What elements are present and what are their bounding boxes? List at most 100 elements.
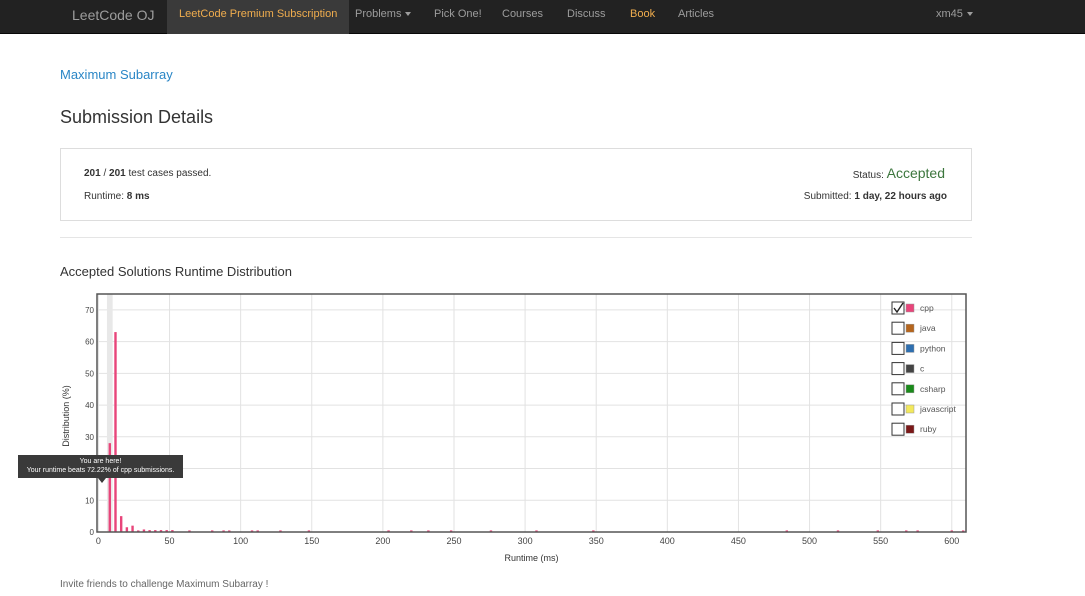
- nav-discuss-link[interactable]: Discuss: [567, 8, 606, 20]
- chart-bar: [427, 530, 430, 532]
- x-tick-label: 600: [944, 536, 959, 546]
- y-tick-label: 30: [85, 433, 94, 442]
- total-count: 201: [109, 168, 126, 179]
- runtime-highlight-band: [106, 294, 113, 532]
- x-tick-label: 150: [304, 536, 319, 546]
- legend-swatch: [905, 384, 915, 394]
- tooltip-line1: You are here!: [79, 458, 122, 465]
- user-name: xm45: [936, 8, 963, 20]
- chart-bar: [154, 530, 157, 532]
- legend-swatch: [905, 344, 915, 353]
- legend-label: python: [920, 343, 946, 353]
- runtime-label: Runtime:: [84, 191, 127, 202]
- plot-frame: [96, 293, 967, 533]
- y-tick-label: 50: [85, 369, 94, 378]
- chart-bar: [905, 530, 908, 532]
- legend-checkbox: [891, 341, 905, 355]
- user-menu-dropdown[interactable]: xm45: [936, 0, 973, 34]
- chevron-down-icon: [405, 12, 412, 17]
- status-value: Accepted: [886, 165, 945, 181]
- legend-swatch: [905, 424, 915, 434]
- chart-bar: [228, 530, 231, 532]
- invite-friends-note: Invite friends to challenge Maximum Suba…: [60, 579, 269, 590]
- x-tick-label: 200: [375, 536, 390, 546]
- submitted-value: 1 day, 22 hours ago: [854, 191, 947, 202]
- chart-bar: [188, 530, 191, 532]
- chart-bar: [785, 530, 788, 532]
- nav-book-link[interactable]: Book: [630, 8, 656, 20]
- legend-label: javascript: [919, 404, 957, 414]
- y-tick-label: 60: [85, 338, 94, 347]
- y-axis-label: Distribution (%): [61, 385, 71, 447]
- legend-label: cpp: [920, 303, 934, 313]
- nav-problems-dropdown[interactable]: Problems: [355, 0, 412, 34]
- chart-bar: [142, 529, 146, 532]
- chart-bar: [489, 530, 493, 532]
- x-tick-label: 300: [518, 536, 533, 546]
- legend-swatch: [905, 364, 915, 373]
- chart-bar: [137, 530, 140, 532]
- passed-suffix: test cases passed.: [125, 168, 212, 179]
- legend-checkbox: [891, 382, 905, 396]
- nav-pick-one-link[interactable]: Pick One!: [434, 8, 482, 20]
- passed-slash: /: [100, 168, 110, 179]
- top-navbar: LeetCode OJ LeetCode Premium Subscriptio…: [0, 0, 1085, 34]
- chart-bar: [410, 530, 413, 532]
- y-tick-label: 10: [85, 496, 94, 505]
- x-tick-label: 500: [802, 536, 817, 546]
- chart-bar: [131, 525, 134, 532]
- submitted-summary: Submitted: 1 day, 22 hours ago: [804, 191, 947, 202]
- runtime-summary: Runtime: 8 ms: [84, 191, 150, 202]
- runtime-tooltip: You are here! Your runtime beats 72.22% …: [18, 455, 183, 478]
- divider: [60, 237, 972, 238]
- chart-bar: [592, 530, 595, 532]
- chart-bar: [961, 530, 965, 532]
- test-cases-summary: 201 / 201 test cases passed.: [84, 168, 211, 179]
- distribution-title: Accepted Solutions Runtime Distribution: [60, 264, 292, 279]
- problem-link[interactable]: Maximum Subarray: [60, 67, 173, 82]
- legend-checkbox: [891, 301, 905, 315]
- chart-legend: cpp java python c csharp javascript ruby: [891, 301, 957, 436]
- passed-count: 201: [84, 168, 101, 179]
- chart-bar: [256, 530, 259, 532]
- legend-swatch: [905, 303, 915, 313]
- submission-details-panel: 201 / 201 test cases passed. Runtime: 8 …: [60, 148, 972, 221]
- legend-label: ruby: [920, 424, 937, 434]
- nav-articles-link[interactable]: Articles: [678, 8, 715, 20]
- chart-bar: [449, 530, 453, 532]
- y-tick-label: 0: [90, 528, 95, 537]
- legend-checkbox: [891, 362, 905, 376]
- brand-link[interactable]: LeetCode OJ: [72, 7, 155, 23]
- chart-bar: [165, 530, 168, 532]
- chart-grid: [97, 294, 966, 533]
- x-tick-label: 550: [873, 536, 888, 546]
- chart-bar: [114, 332, 117, 532]
- chart-bar: [148, 530, 151, 532]
- nav-premium-link[interactable]: LeetCode Premium Subscription: [167, 0, 350, 34]
- chart-bar: [836, 530, 840, 532]
- x-tick-label: 350: [589, 536, 604, 546]
- chart-bar: [125, 527, 129, 532]
- legend-checkbox: [891, 402, 905, 416]
- status-summary: Status: Accepted: [853, 165, 945, 181]
- status-label: Status:: [852, 170, 887, 181]
- x-axis-label: Runtime (ms): [504, 553, 558, 563]
- chart-ticks: 0501001502002503003504004505005506000102…: [85, 306, 959, 546]
- x-tick-label: 0: [96, 536, 101, 546]
- nav-problems-label: Problems: [355, 8, 402, 20]
- legend-swatch: [905, 404, 915, 414]
- chart-bar: [535, 530, 538, 532]
- chart-bar: [916, 530, 919, 532]
- legend-swatch: [905, 323, 915, 333]
- chart-bar: [876, 530, 880, 532]
- x-tick-label: 100: [233, 536, 248, 546]
- chart-bar: [279, 530, 282, 532]
- y-tick-label: 70: [85, 306, 94, 315]
- tooltip-arrow: [98, 478, 106, 483]
- page-title: Submission Details: [60, 107, 214, 127]
- chart-bar: [159, 530, 163, 532]
- nav-courses-link[interactable]: Courses: [502, 8, 543, 20]
- legend-checkbox: [891, 321, 905, 335]
- chart-bar: [950, 530, 953, 532]
